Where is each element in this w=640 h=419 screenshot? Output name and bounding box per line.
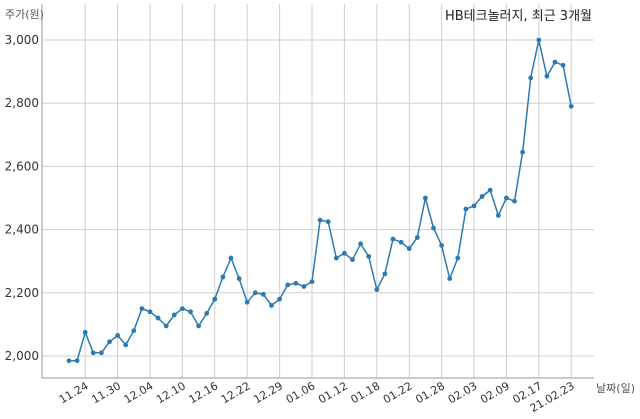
data-point <box>455 255 461 261</box>
series-line <box>69 39 572 362</box>
data-point <box>487 187 493 193</box>
data-point <box>261 291 266 297</box>
y-tick-label: 2,000 <box>5 349 39 363</box>
data-point <box>350 257 355 263</box>
data-point <box>196 323 202 329</box>
data-point <box>74 358 80 364</box>
y-tick-label: 2,600 <box>5 159 39 173</box>
y-axis-label: 주가(원) <box>5 8 44 21</box>
data-point <box>382 271 388 277</box>
x-tick-label: 12.10 <box>154 379 188 406</box>
data-point <box>463 206 469 212</box>
data-point <box>398 239 404 245</box>
data-point <box>406 246 412 251</box>
data-point <box>155 315 161 321</box>
x-axis-label: 날짜(일) <box>596 381 635 395</box>
data-point <box>536 37 542 43</box>
data-point <box>252 290 258 296</box>
data-point <box>342 250 347 256</box>
x-tick-label: 12.29 <box>251 379 285 406</box>
data-point <box>447 276 453 281</box>
x-tick-labels: 11.2411.3012.0412.1012.1612.2212.2901.06… <box>57 379 577 415</box>
data-point <box>479 194 485 199</box>
x-tick-label: 01.06 <box>284 379 318 406</box>
data-point <box>212 296 218 302</box>
data-point <box>82 329 88 335</box>
data-point <box>423 195 428 201</box>
x-tick-label: 11.24 <box>57 379 91 406</box>
x-tick-label: 12.16 <box>187 379 221 406</box>
data-point <box>544 73 550 79</box>
y-tick-label: 2,400 <box>5 223 39 237</box>
data-point <box>188 309 193 315</box>
x-tick-label: 02.03 <box>446 379 480 406</box>
y-tick-labels: 2,000 2,200 2,400 2,600 2,800 3,000 <box>5 33 39 363</box>
data-point <box>301 284 307 289</box>
data-point <box>171 312 177 318</box>
data-point <box>504 195 509 201</box>
data-point <box>147 309 153 315</box>
data-point <box>358 241 363 247</box>
data-point <box>123 342 129 348</box>
x-tick-label: 11.30 <box>89 379 123 406</box>
data-point <box>520 149 525 155</box>
price-series <box>66 37 574 364</box>
data-point <box>390 236 396 242</box>
data-point <box>528 75 534 81</box>
x-tick-label: 12.22 <box>219 379 253 406</box>
data-point <box>317 217 323 223</box>
x-tick-label: 01.12 <box>316 379 350 406</box>
x-tick-label: 01.18 <box>349 379 383 406</box>
x-tick-label: 01.22 <box>381 379 415 406</box>
y-tick-label: 2,200 <box>5 286 39 300</box>
data-point <box>439 243 444 248</box>
data-point <box>552 59 558 65</box>
data-point <box>204 310 210 316</box>
data-point <box>131 328 137 334</box>
data-point <box>495 212 501 218</box>
data-point <box>236 276 242 281</box>
x-tick-label: 01.28 <box>413 379 447 406</box>
data-point <box>414 235 420 240</box>
data-point <box>244 299 250 305</box>
data-point <box>220 274 226 280</box>
data-point <box>277 296 282 302</box>
grid-lines <box>42 4 594 378</box>
data-point <box>139 306 145 311</box>
data-point <box>163 323 169 329</box>
data-point <box>285 282 291 288</box>
data-point <box>431 225 436 231</box>
y-tick-label: 3,000 <box>5 33 39 47</box>
data-point <box>325 219 331 225</box>
data-point <box>99 350 104 356</box>
data-point <box>568 103 574 109</box>
x-tick-label: 12.04 <box>122 379 156 406</box>
data-point <box>228 255 234 261</box>
data-point <box>333 255 339 261</box>
data-point <box>309 279 315 285</box>
data-point <box>293 280 299 286</box>
y-tick-label: 2,800 <box>5 96 39 110</box>
x-tick-label: 02.09 <box>478 379 512 406</box>
data-point <box>66 358 72 364</box>
data-point <box>180 306 185 311</box>
data-point <box>560 62 566 68</box>
data-point <box>512 198 517 204</box>
data-point <box>107 339 112 345</box>
data-point <box>374 287 380 293</box>
axes <box>41 4 594 379</box>
chart-title: HB테크놀러지, 최근 3개월 <box>445 9 592 24</box>
data-point <box>366 254 372 259</box>
data-point <box>269 303 274 308</box>
data-point <box>90 350 96 356</box>
data-point <box>115 333 120 338</box>
data-point <box>471 203 477 209</box>
